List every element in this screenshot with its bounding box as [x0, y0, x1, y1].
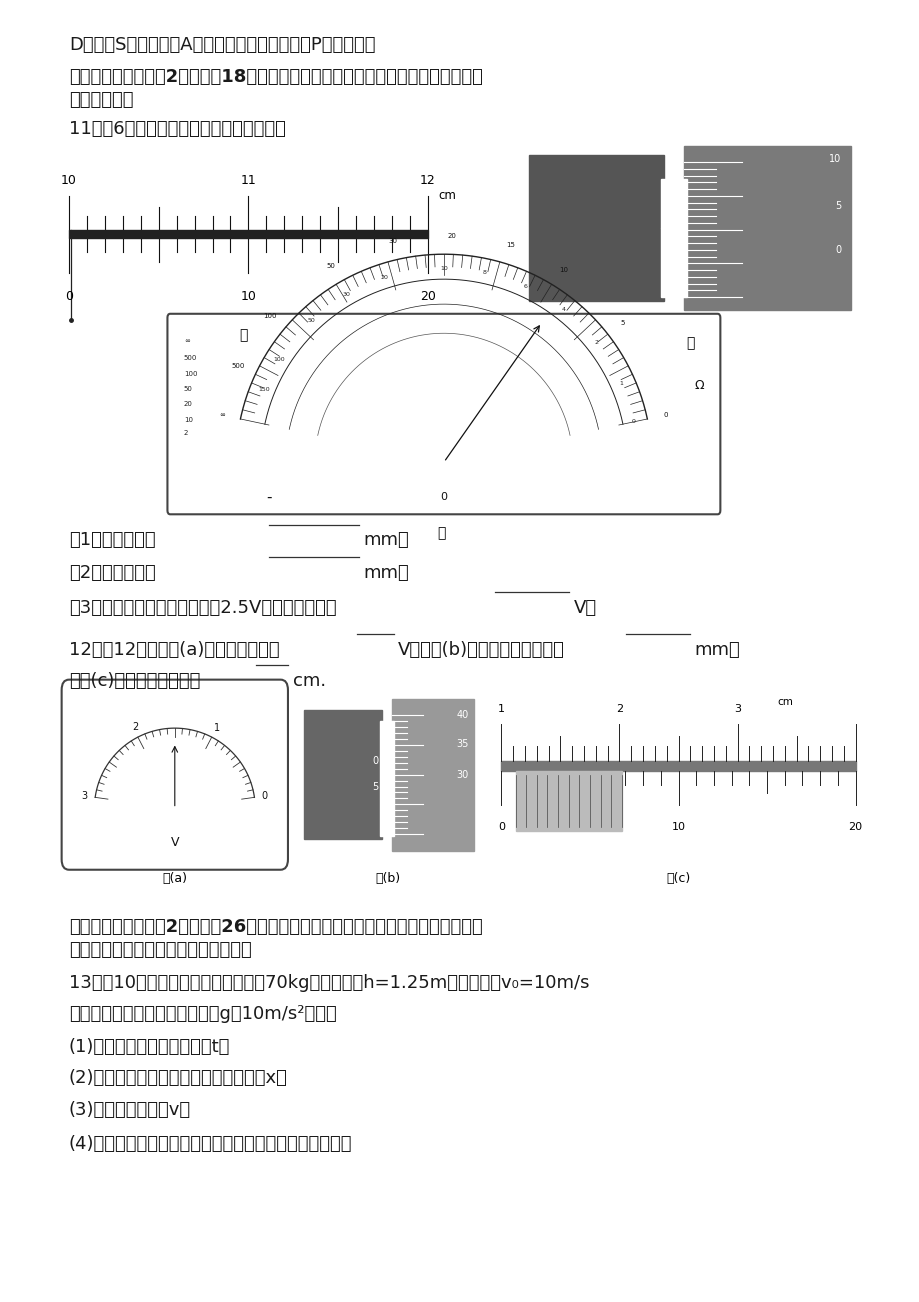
- Text: 5: 5: [372, 781, 378, 792]
- Text: 10: 10: [828, 154, 840, 164]
- Text: cm.: cm.: [292, 672, 325, 690]
- Text: 150: 150: [258, 387, 269, 392]
- Text: V: V: [170, 836, 179, 849]
- Bar: [69, 230, 427, 238]
- Text: 500: 500: [232, 363, 244, 370]
- Text: 四、计算题：本题共2小题，共26分。把答案写在答题卡中指定的答题处，要求写出: 四、计算题：本题共2小题，共26分。把答案写在答题卡中指定的答题处，要求写出: [69, 918, 482, 936]
- Text: 如图(c)游标卡尺的读数为: 如图(c)游标卡尺的读数为: [69, 672, 200, 690]
- Text: ∞: ∞: [219, 411, 225, 418]
- Text: 1: 1: [497, 704, 505, 713]
- Text: 的初速度从平台边缘水平滑出，g取10m/s²，求：: 的初速度从平台边缘水平滑出，g取10m/s²，求：: [69, 1005, 336, 1023]
- Text: 0: 0: [65, 290, 73, 303]
- Text: cm: cm: [777, 697, 793, 707]
- Text: 图(b): 图(b): [375, 872, 401, 885]
- Text: 3: 3: [733, 704, 741, 713]
- Text: (3)滑雪者落地速度v；: (3)滑雪者落地速度v；: [69, 1101, 191, 1120]
- Text: 0: 0: [834, 245, 840, 255]
- Text: 100: 100: [184, 371, 198, 376]
- FancyBboxPatch shape: [167, 314, 720, 514]
- Text: 2: 2: [184, 430, 188, 436]
- Text: 0: 0: [372, 756, 378, 766]
- Text: 图(c): 图(c): [665, 872, 689, 885]
- Text: 100: 100: [273, 357, 285, 362]
- Text: 30: 30: [456, 769, 468, 780]
- Text: 2: 2: [615, 704, 622, 713]
- Text: （1）甲图读数为: （1）甲图读数为: [69, 531, 155, 549]
- Text: 三、实验题：本题共2小题，共18分。把答案写在答题卡中指定的答题处，不要求写: 三、实验题：本题共2小题，共18分。把答案写在答题卡中指定的答题处，不要求写: [69, 68, 482, 86]
- Bar: [660, 178, 686, 297]
- Bar: [380, 720, 393, 836]
- Text: 5: 5: [619, 319, 624, 326]
- Text: 必要的文字说明、方程式和演算步骤。: 必要的文字说明、方程式和演算步骤。: [69, 941, 252, 960]
- Text: 500: 500: [184, 355, 197, 361]
- Text: 2: 2: [595, 340, 598, 345]
- Text: 10: 10: [559, 267, 568, 273]
- Text: 出演算过程。: 出演算过程。: [69, 91, 133, 109]
- Text: (2)滑雪者着地点到平台边缘的水平距离x；: (2)滑雪者着地点到平台边缘的水平距离x；: [69, 1069, 288, 1087]
- Text: 丙: 丙: [437, 526, 446, 540]
- Text: 12: 12: [419, 173, 436, 186]
- Text: 13．（10分）一滑雪爱好者的质量为70kg，他从高为h=1.25m的平台，以v₀=10m/s: 13．（10分）一滑雪爱好者的质量为70kg，他从高为h=1.25m的平台，以v…: [69, 974, 589, 992]
- Text: （2）乙图读数为: （2）乙图读数为: [69, 564, 155, 582]
- Text: mm；: mm；: [363, 531, 409, 549]
- Text: mm，: mm，: [694, 641, 740, 659]
- Text: 10: 10: [240, 290, 256, 303]
- Text: (4)取落地地面为参考面，算出滑雪者出发时的重力势能。: (4)取落地地面为参考面，算出滑雪者出发时的重力势能。: [69, 1135, 352, 1154]
- Text: 0: 0: [440, 492, 447, 501]
- Text: 图(a): 图(a): [162, 872, 187, 885]
- Text: 甲: 甲: [239, 328, 248, 342]
- Text: 4: 4: [561, 307, 565, 311]
- Text: 15: 15: [505, 242, 514, 249]
- Text: 35: 35: [456, 740, 468, 749]
- Bar: [528, 155, 664, 301]
- Text: 50: 50: [307, 318, 315, 323]
- Text: 20: 20: [447, 233, 456, 238]
- Text: （3）多用表选择开关调到直流2.5V档，丙图读数为: （3）多用表选择开关调到直流2.5V档，丙图读数为: [69, 599, 336, 617]
- Text: 40: 40: [456, 711, 468, 720]
- Text: 11: 11: [240, 173, 256, 186]
- Text: 100: 100: [263, 314, 277, 319]
- Text: ∞: ∞: [184, 337, 189, 344]
- Bar: [515, 771, 621, 831]
- Text: mm；: mm；: [363, 564, 409, 582]
- Text: 1: 1: [214, 724, 221, 733]
- Bar: [391, 698, 473, 852]
- Text: 0: 0: [497, 822, 505, 832]
- Text: 11．（6分）读出下列仪器和仪表的读数。: 11．（6分）读出下列仪器和仪表的读数。: [69, 120, 286, 138]
- Text: 50: 50: [184, 385, 193, 392]
- Text: Ω: Ω: [694, 379, 703, 392]
- Text: 20: 20: [847, 822, 862, 832]
- Text: -: -: [266, 490, 271, 504]
- Text: 20: 20: [184, 401, 193, 408]
- FancyBboxPatch shape: [62, 680, 288, 870]
- Text: 50: 50: [325, 263, 335, 268]
- Text: (1)滑雪者在空中运动的时间t；: (1)滑雪者在空中运动的时间t；: [69, 1038, 230, 1056]
- Text: 5: 5: [834, 201, 840, 211]
- Text: 20: 20: [380, 275, 388, 280]
- Text: 3: 3: [82, 790, 88, 801]
- Text: 乙: 乙: [685, 336, 694, 350]
- Text: 10: 10: [61, 173, 77, 186]
- Bar: [501, 762, 855, 771]
- Text: 30: 30: [343, 292, 350, 297]
- Bar: [683, 146, 850, 310]
- Text: 0: 0: [261, 790, 267, 801]
- Text: 1: 1: [618, 380, 622, 385]
- Text: 20: 20: [419, 290, 436, 303]
- Text: V。: V。: [573, 599, 596, 617]
- Bar: [303, 711, 381, 838]
- Text: 6: 6: [524, 284, 528, 289]
- Text: 0: 0: [663, 411, 667, 418]
- Text: 12．（12分）如图(a)电压表的读数为: 12．（12分）如图(a)电压表的读数为: [69, 641, 279, 659]
- Text: V，如图(b)螺旋测微器的读数为: V，如图(b)螺旋测微器的读数为: [397, 641, 563, 659]
- Text: 30: 30: [388, 238, 397, 245]
- Text: 8: 8: [482, 270, 485, 275]
- Text: cm: cm: [438, 189, 456, 202]
- Text: 2: 2: [131, 721, 138, 732]
- Text: D．若将S断开，再将A板向下平移一小段位移，P点电势不变: D．若将S断开，再将A板向下平移一小段位移，P点电势不变: [69, 36, 375, 55]
- Text: 10: 10: [439, 266, 448, 271]
- Text: 10: 10: [671, 822, 685, 832]
- Text: 10: 10: [184, 417, 193, 423]
- Text: 0: 0: [631, 419, 635, 424]
